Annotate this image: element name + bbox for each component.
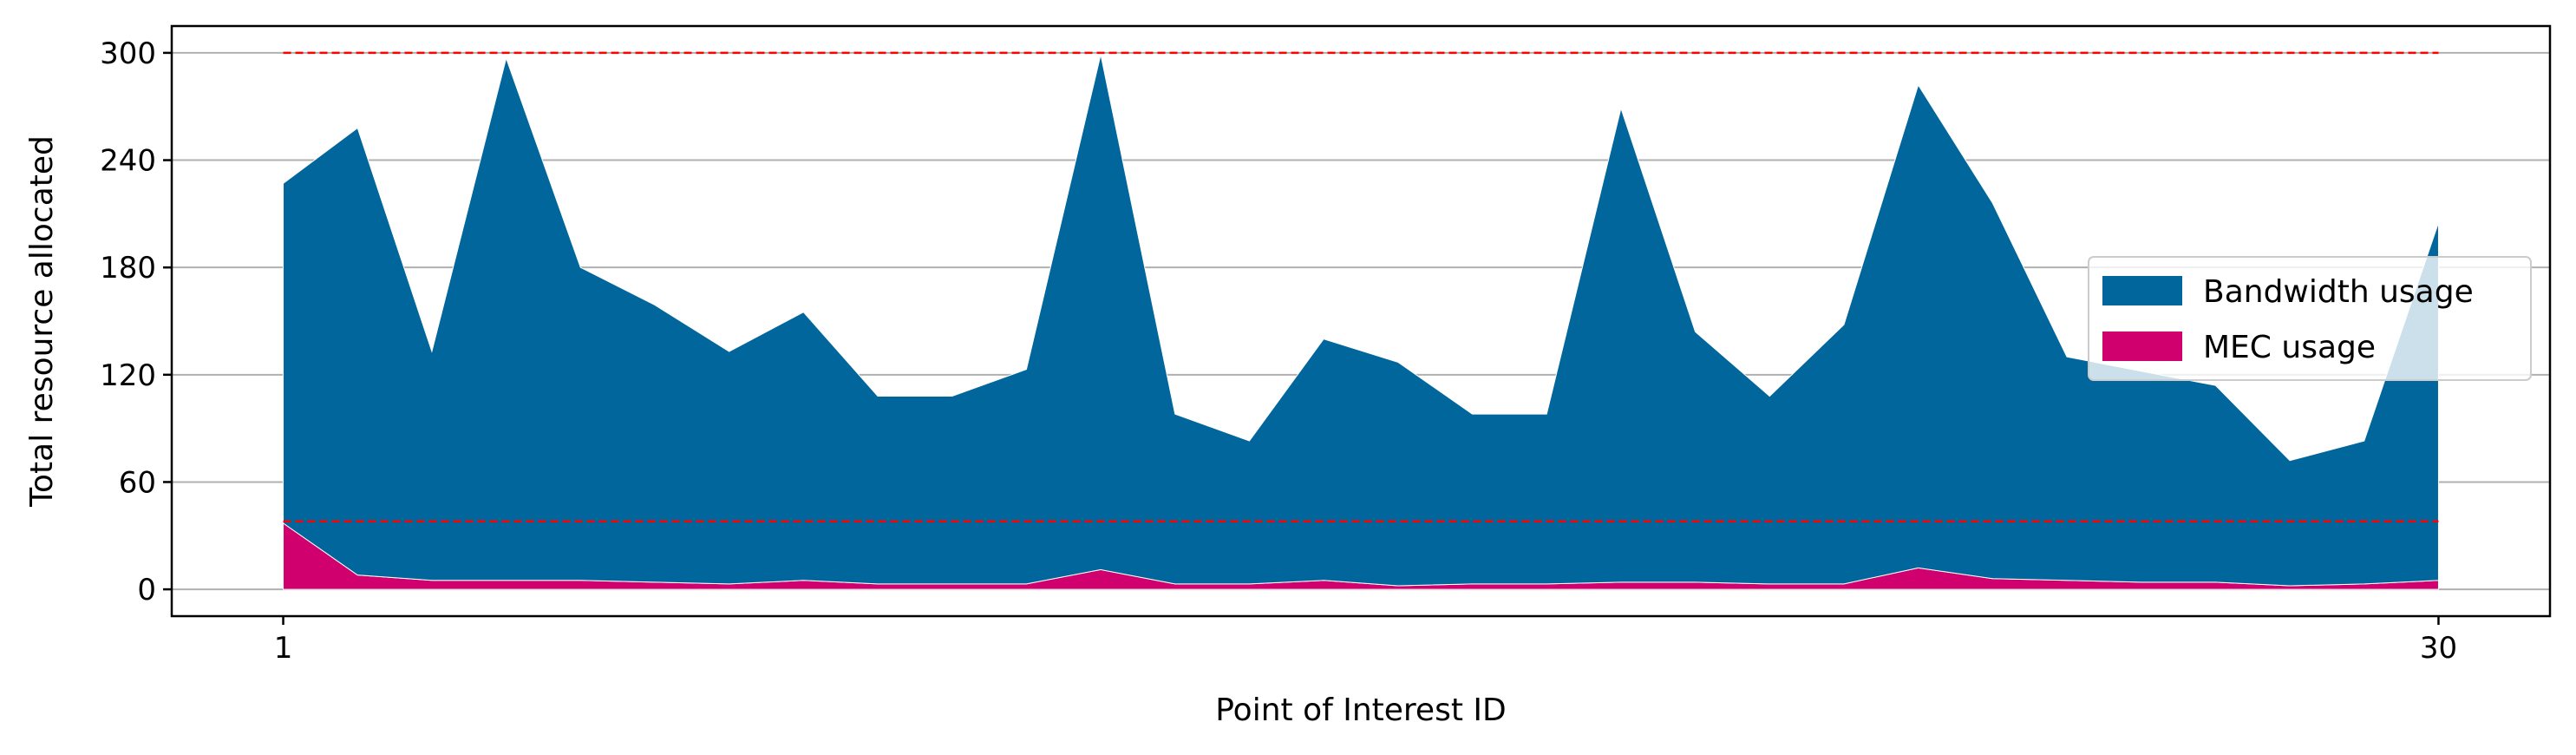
axis-ticks: 0 60 120 180 240 300 1 30 — [100, 36, 2457, 666]
legend-label-bandwidth: Bandwidth usage — [2203, 274, 2474, 310]
x-tick-label-1: 1 — [274, 631, 293, 666]
plot-areas — [283, 54, 2439, 590]
x-tick-label-30: 30 — [2420, 631, 2457, 666]
legend-label-mec: MEC usage — [2203, 330, 2376, 365]
legend: Bandwidth usage MEC usage — [2088, 256, 2532, 381]
y-tick-label-0: 0 — [137, 573, 156, 607]
y-tick-label-120: 120 — [100, 358, 156, 393]
y-tick-label-180: 180 — [100, 251, 156, 286]
x-axis-label: Point of Interest ID — [1215, 693, 1506, 728]
y-tick-label-240: 240 — [100, 144, 156, 179]
plot-frame — [170, 24, 2552, 618]
y-tick-label-300: 300 — [100, 36, 156, 71]
reference-lines — [283, 51, 2439, 523]
legend-box — [2088, 256, 2532, 381]
legend-swatch-mec — [2102, 332, 2182, 361]
y-tick-label-60: 60 — [119, 465, 156, 500]
legend-swatch-bandwidth — [2102, 276, 2182, 305]
y-axis-label: Total resource allocated — [24, 135, 60, 508]
area-bandwidth-usage — [283, 54, 2439, 587]
